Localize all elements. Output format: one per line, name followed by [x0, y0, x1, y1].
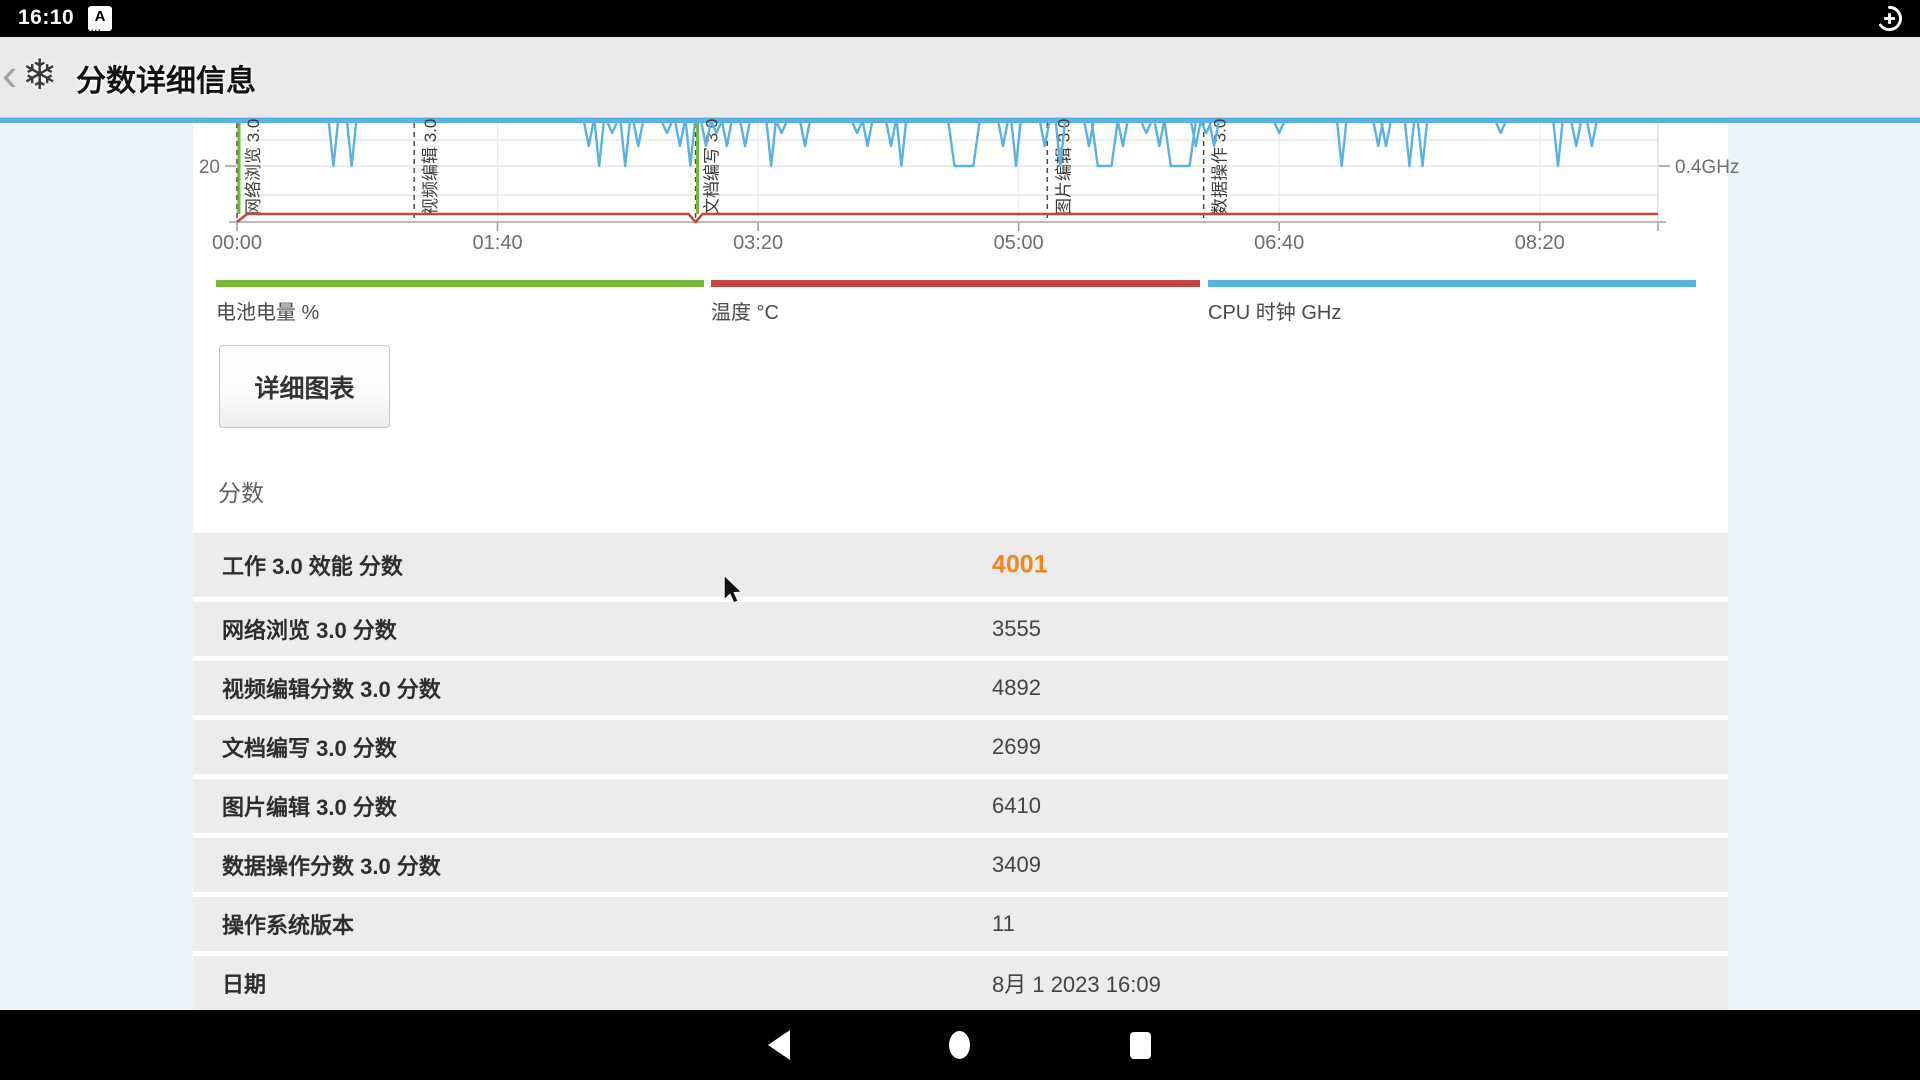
svg-text:0.4GHz: 0.4GHz — [1675, 157, 1739, 178]
svg-text:数据操作 3.0: 数据操作 3.0 — [1211, 119, 1230, 215]
navigation-bar — [0, 1010, 1920, 1080]
table-row: 操作系统版本 11 — [193, 897, 1728, 951]
detailed-chart-button[interactable]: 详细图表 — [219, 345, 390, 428]
legend-cpu: CPU 时钟 GHz — [1208, 280, 1696, 325]
row-label: 图片编辑 3.0 分数 — [222, 795, 397, 820]
page-title: 分数详细信息 — [76, 65, 256, 98]
row-label: 网络浏览 3.0 分数 — [222, 618, 397, 643]
legend-temperature-label: 温度 °C — [711, 302, 779, 324]
row-value: 4001 — [992, 550, 1048, 579]
back-triangle-icon — [768, 1030, 790, 1060]
svg-text:20: 20 — [199, 157, 220, 178]
row-label: 视频编辑分数 3.0 分数 — [222, 677, 441, 702]
table-row: 网络浏览 3.0 分数 3555 — [193, 602, 1728, 656]
table-row: 数据操作分数 3.0 分数 3409 — [193, 838, 1728, 892]
row-label: 数据操作分数 3.0 分数 — [222, 854, 441, 879]
status-clock: 16:10 — [18, 6, 75, 29]
monitoring-chart: 00:00 01:40 03:20 05:00 06:40 08:20 20 0.4GHz 网络… — [0, 116, 1920, 273]
home-circle-icon — [948, 1031, 970, 1059]
row-label: 日期 — [222, 972, 267, 997]
legend-temperature-bar — [711, 280, 1200, 287]
legend-temperature: 温度 °C — [711, 280, 1200, 325]
nav-home-button[interactable] — [899, 1010, 1019, 1080]
svg-text:06:40: 06:40 — [1254, 232, 1304, 254]
svg-text:00:00: 00:00 — [212, 232, 262, 254]
status-bar: 16:10 A... — [0, 0, 1920, 37]
legend-cpu-label: CPU 时钟 GHz — [1208, 302, 1342, 324]
row-value: 11 — [992, 911, 1015, 936]
legend-cpu-bar — [1208, 280, 1696, 287]
row-label: 操作系统版本 — [222, 913, 355, 938]
svg-text:03:20: 03:20 — [733, 232, 783, 254]
snowflake-app-icon: ❄ — [22, 51, 58, 98]
row-label: 工作 3.0 效能 分数 — [222, 554, 403, 579]
content-card: 电池电量 % 温度 °C CPU 时钟 GHz 详细图表 分数 工作 3.0 效… — [193, 123, 1728, 1010]
legend-battery-label: 电池电量 % — [216, 302, 320, 324]
input-method-icon: A... — [88, 6, 112, 33]
back-chevron-icon[interactable]: ‹ — [2, 48, 18, 100]
row-label: 文档编写 3.0 分数 — [222, 736, 397, 761]
row-value: 4892 — [992, 675, 1041, 700]
svg-text:视频编辑 3.0: 视频编辑 3.0 — [421, 119, 440, 215]
nav-recents-button[interactable] — [1080, 1010, 1200, 1080]
table-row: 视频编辑分数 3.0 分数 4892 — [193, 661, 1728, 715]
data-saver-icon — [1878, 5, 1902, 32]
app-bar: ‹ ❄ 分数详细信息 — [0, 37, 1920, 118]
svg-text:网络浏览 3.0: 网络浏览 3.0 — [244, 119, 263, 215]
table-row: 文档编写 3.0 分数 2699 — [193, 720, 1728, 774]
row-value: 6410 — [992, 793, 1041, 818]
row-value: 3409 — [992, 852, 1041, 877]
legend-battery-bar — [216, 280, 704, 287]
nav-back-button[interactable] — [719, 1010, 839, 1080]
table-row: 日期 8月 1 2023 16:09 — [193, 956, 1728, 1010]
svg-text:08:20: 08:20 — [1515, 232, 1565, 254]
row-value: 2699 — [992, 734, 1041, 759]
legend-battery: 电池电量 % — [216, 280, 704, 325]
table-row: 工作 3.0 效能 分数 4001 — [193, 533, 1728, 597]
score-table: 工作 3.0 效能 分数 4001 网络浏览 3.0 分数 3555 视频编辑分… — [193, 533, 1728, 1015]
row-value: 8月 1 2023 16:09 — [992, 972, 1161, 997]
svg-text:05:00: 05:00 — [994, 232, 1044, 254]
table-row: 图片编辑 3.0 分数 6410 — [193, 779, 1728, 833]
recents-square-icon — [1129, 1031, 1151, 1059]
scores-heading: 分数 — [218, 480, 264, 506]
svg-text:01:40: 01:40 — [473, 232, 523, 254]
row-value: 3555 — [992, 616, 1041, 641]
svg-text:文档编写 3.0: 文档编写 3.0 — [703, 119, 722, 215]
